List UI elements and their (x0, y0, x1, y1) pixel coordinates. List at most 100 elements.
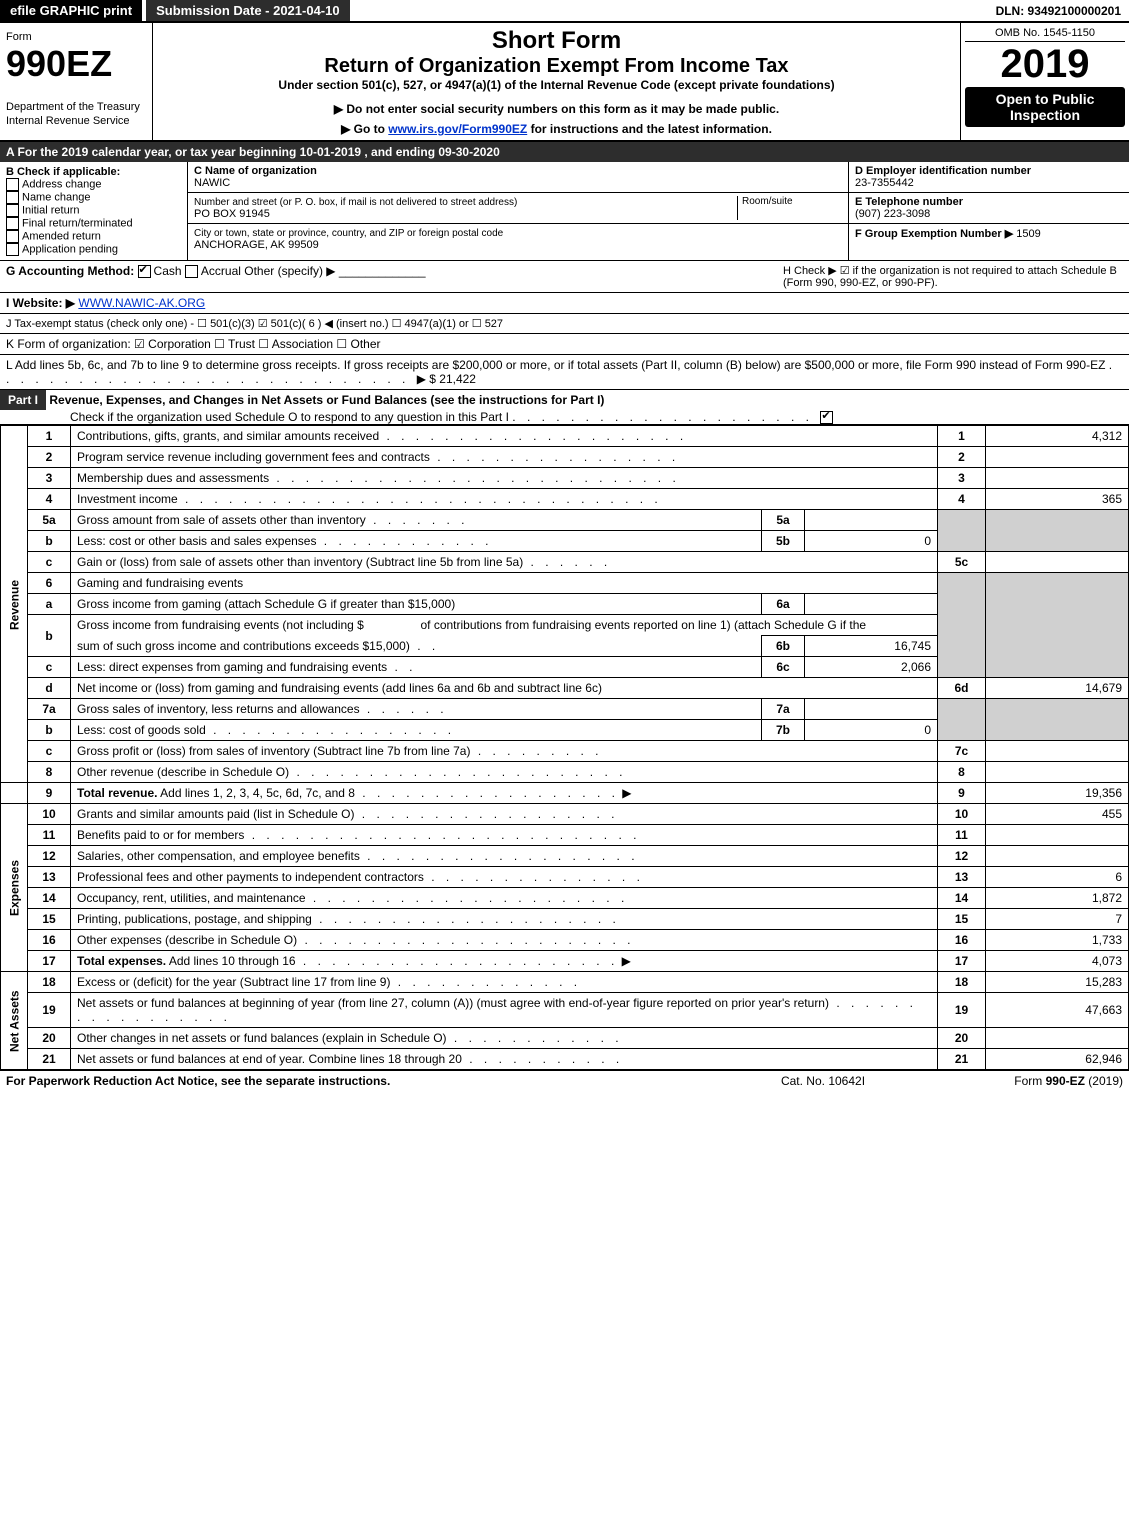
line-5b-sv: 0 (805, 531, 938, 552)
line-7b-sub: 7b (762, 720, 805, 741)
addr-label: Number and street (or P. O. box, if mail… (194, 197, 517, 208)
line-7a-desc: Gross sales of inventory, less returns a… (77, 702, 360, 716)
submission-date-label: Submission Date - 2021-04-10 (146, 0, 350, 21)
line-6b-desc-bot: sum of such gross income and contributio… (71, 636, 762, 657)
line-6-desc: Gaming and fundraising events (71, 573, 938, 594)
website-label: I Website: ▶ (6, 296, 75, 310)
form-header: Form 990EZ Department of the Treasury In… (0, 23, 1129, 142)
line-6c-sub: 6c (762, 657, 805, 678)
line-7c-no: c (28, 741, 71, 762)
efile-print-button[interactable]: efile GRAPHIC print (0, 0, 142, 21)
part1-label: Part I (0, 390, 46, 410)
opt-final-return: Final return/terminated (22, 217, 133, 229)
line-2-desc: Program service revenue including govern… (77, 450, 430, 464)
line-4-val: 365 (986, 489, 1129, 510)
line-11-no: 11 (28, 825, 71, 846)
open-to-public-badge: Open to Public Inspection (965, 87, 1125, 127)
net-assets-section-label: Net Assets (1, 972, 28, 1070)
checkbox-initial-return[interactable] (6, 204, 19, 217)
phone-label: E Telephone number (855, 196, 963, 208)
goto-prefix: ▶ Go to (341, 122, 388, 136)
opt-other: Other (specify) ▶ (244, 264, 335, 278)
line-5b-sub: 5b (762, 531, 805, 552)
line-7b-sv: 0 (805, 720, 938, 741)
line-8-desc: Other revenue (describe in Schedule O) (77, 765, 289, 779)
irs-link[interactable]: www.irs.gov/Form990EZ (388, 122, 527, 136)
line-3-val (986, 468, 1129, 489)
line-19-val: 47,663 (986, 993, 1129, 1028)
part1-title: Revenue, Expenses, and Changes in Net As… (49, 393, 604, 407)
line-6b-no: b (28, 615, 71, 657)
line-5a-no: 5a (28, 510, 71, 531)
top-bar: efile GRAPHIC print Submission Date - 20… (0, 0, 1129, 23)
city-label: City or town, state or province, country… (194, 228, 503, 239)
line-6b-sub: 6b (762, 636, 805, 657)
form-label: Form (6, 31, 32, 43)
line-2-num: 2 (938, 447, 986, 468)
footer-right: Form 990-EZ (2019) (923, 1074, 1123, 1088)
line-10-no: 10 (28, 804, 71, 825)
line-7a-sv (805, 699, 938, 720)
goto-line: ▶ Go to www.irs.gov/Form990EZ for instru… (161, 122, 952, 136)
line-7b-desc: Less: cost of goods sold (77, 723, 206, 737)
line-16-val: 1,733 (986, 930, 1129, 951)
line-17-val: 4,073 (986, 951, 1129, 972)
line-2-no: 2 (28, 447, 71, 468)
website-link[interactable]: WWW.NAWIC-AK.ORG (78, 296, 205, 310)
line-6c-desc: Less: direct expenses from gaming and fu… (77, 660, 387, 674)
checkbox-accrual[interactable] (185, 265, 198, 278)
return-title: Return of Organization Exempt From Incom… (161, 55, 952, 78)
short-form-title: Short Form (161, 27, 952, 55)
revenue-section-label: Revenue (1, 426, 28, 783)
line-5a-sv (805, 510, 938, 531)
box-h: H Check ▶ ☑ if the organization is not r… (783, 264, 1123, 289)
line-10-num: 10 (938, 804, 986, 825)
checkbox-final-return[interactable] (6, 217, 19, 230)
footer-left: For Paperwork Reduction Act Notice, see … (6, 1074, 723, 1088)
line-18-val: 15,283 (986, 972, 1129, 993)
line-7c-val (986, 741, 1129, 762)
line-7c-desc: Gross profit or (loss) from sales of inv… (77, 744, 470, 758)
ein-label: D Employer identification number (855, 165, 1031, 177)
opt-initial-return: Initial return (22, 204, 79, 216)
addr-value: PO BOX 91945 (194, 208, 270, 220)
line-12-no: 12 (28, 846, 71, 867)
line-9-val: 19,356 (986, 783, 1129, 804)
line-17-num: 17 (938, 951, 986, 972)
line-11-desc: Benefits paid to or for members (77, 828, 244, 842)
room-label: Room/suite (737, 196, 842, 220)
line-19-desc: Net assets or fund balances at beginning… (77, 996, 829, 1010)
checkbox-address-change[interactable] (6, 178, 19, 191)
box-l-text: L Add lines 5b, 6c, and 7b to line 9 to … (6, 358, 1105, 372)
dots: . . . . . . . . . . . . . . . . . . . . … (512, 410, 820, 424)
grey-cell (938, 699, 986, 741)
line-6a-sub: 6a (762, 594, 805, 615)
dln-label: DLN: 93492100000201 (988, 1, 1129, 21)
line-18-num: 18 (938, 972, 986, 993)
line-15-num: 15 (938, 909, 986, 930)
tax-year-line: A For the 2019 calendar year, or tax yea… (0, 142, 1129, 162)
line-12-desc: Salaries, other compensation, and employ… (77, 849, 360, 863)
tax-year: 2019 (965, 42, 1125, 87)
line-20-num: 20 (938, 1028, 986, 1049)
opt-name-change: Name change (22, 191, 91, 203)
line-14-num: 14 (938, 888, 986, 909)
checkbox-amended-return[interactable] (6, 230, 19, 243)
phone-value: (907) 223-3098 (855, 208, 930, 220)
line-8-num: 8 (938, 762, 986, 783)
checkbox-name-change[interactable] (6, 191, 19, 204)
under-section-text: Under section 501(c), 527, or 4947(a)(1)… (161, 78, 952, 92)
line-19-no: 19 (28, 993, 71, 1028)
line-8-val (986, 762, 1129, 783)
checkbox-schedule-o[interactable] (820, 411, 833, 424)
line-6d-num: 6d (938, 678, 986, 699)
line-6-no: 6 (28, 573, 71, 594)
org-name-label: C Name of organization (194, 165, 317, 177)
line-5a-sub: 5a (762, 510, 805, 531)
line-6c-no: c (28, 657, 71, 678)
line-15-no: 15 (28, 909, 71, 930)
checkbox-application-pending[interactable] (6, 243, 19, 256)
checkbox-cash[interactable] (138, 265, 151, 278)
line-9-desc: Total revenue. (77, 786, 157, 800)
line-18-desc: Excess or (deficit) for the year (Subtra… (77, 975, 390, 989)
